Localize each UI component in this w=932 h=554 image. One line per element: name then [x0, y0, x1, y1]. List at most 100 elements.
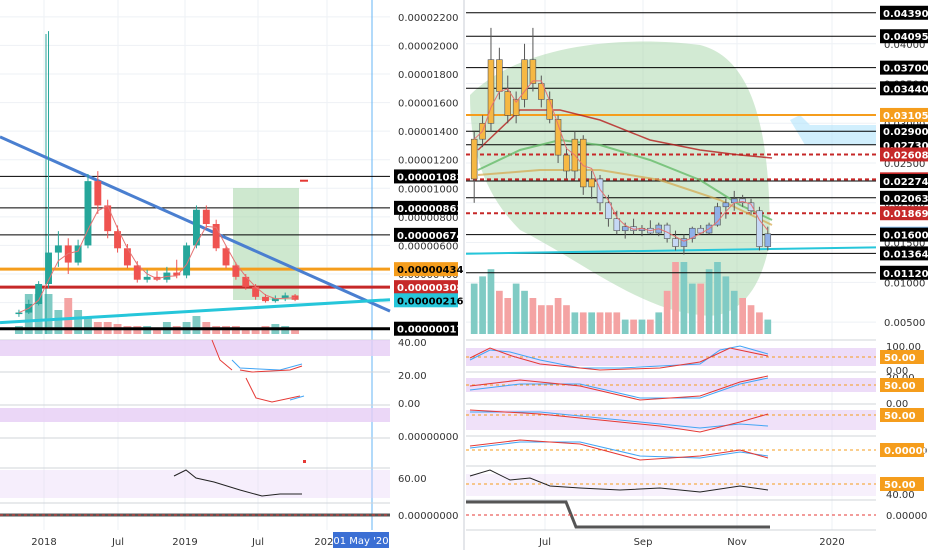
left-level-label: 0.00000017 [397, 325, 463, 336]
right-candle-body [764, 233, 772, 247]
right-level-badge [880, 265, 928, 280]
left-candle-body [242, 276, 250, 287]
axis-labels: 0.00002200 0.00002000 0.00001800 0.00001600… [31, 0, 930, 550]
right-candle-body [580, 138, 587, 188]
right-axis-label: 0.02500 [884, 159, 925, 170]
left-osc-line [211, 339, 233, 371]
left-axis-label: 0.00001000 [398, 184, 458, 195]
right-axis-label: 0.01000 [884, 278, 925, 289]
left-level-badge [394, 321, 458, 336]
left-level-label: 0.00001083 [397, 172, 463, 183]
left-candle-body [94, 181, 102, 206]
right-level-label: 0.03105 [883, 111, 929, 122]
left-pane-label: 0.00000000 [398, 432, 458, 443]
left-date-label: 01 May '20 [333, 536, 388, 547]
right-level-label: 0.01600 [883, 231, 929, 242]
right-volume-bar [504, 298, 512, 334]
right-level-label: 0.01120 [883, 269, 929, 280]
left-axis-label: 0.00001600 [398, 99, 458, 110]
left-date-badge [333, 532, 389, 548]
right-pane-label: 0.00 [886, 366, 908, 377]
right-candle-body [613, 218, 621, 231]
right-candle-body [714, 206, 721, 226]
right-volume-bar [487, 269, 495, 334]
right-level-badge [880, 206, 928, 221]
right-candle-body [512, 99, 520, 116]
right-volume-bar [672, 262, 679, 334]
right-volume-bar [655, 312, 663, 334]
right-level-label: 0.02730 [883, 141, 929, 152]
right-volume-bar [621, 319, 629, 334]
right-x-tick: Sep [634, 537, 653, 548]
right-volume-bar [680, 262, 688, 334]
right-pane-badge-label: 50.00 [884, 381, 916, 392]
right-pane-label: 40.00 [886, 490, 915, 501]
right-volume-bar [529, 298, 537, 334]
left-volume-bar [153, 328, 161, 334]
right-level-label: 0.01364 [883, 249, 929, 260]
right-volume-bar [756, 312, 763, 334]
right-candle-body [605, 202, 612, 220]
left-osc-dot [303, 460, 306, 463]
left-candle-body [222, 248, 230, 266]
left-level-label: 0.00000863 [397, 204, 463, 215]
right-osc-line [469, 409, 769, 433]
right-volume-bar [722, 276, 730, 334]
right-volume-bar [705, 269, 713, 334]
left-level-badge [394, 227, 458, 242]
left-volume-bar [34, 294, 43, 334]
left-uptrend-line [0, 298, 391, 325]
left-x-tick: 2019 [172, 537, 197, 548]
left-volume-bar [251, 328, 260, 334]
right-level-badge [880, 147, 928, 162]
right-level-label: 0.03440 [883, 84, 929, 95]
left-candle-body [84, 181, 92, 246]
left-osc-line [173, 469, 302, 497]
left-osc-line [231, 359, 303, 371]
right-volume-bar [647, 319, 654, 334]
right-candle-body [596, 178, 604, 204]
left-volume-bar [74, 310, 83, 334]
right-osc-line [469, 377, 769, 399]
left-candle-body [232, 265, 240, 277]
right-osc-line [469, 345, 769, 369]
left-candle-body [133, 265, 141, 280]
right-osc-line [469, 441, 769, 459]
left-axis-label: 0.00001400 [398, 127, 458, 138]
left-volume-bar [192, 316, 201, 334]
left-level-label: 0.00000434 [397, 265, 463, 276]
right-level-label: 0.02608 [883, 150, 929, 161]
right-candle-body [521, 59, 528, 100]
right-candle-body [672, 238, 679, 247]
right-level-label: 0.02274 [883, 177, 929, 188]
left-volume-bar [54, 310, 63, 334]
left-x-tick: 2018 [31, 537, 56, 548]
right-candle-body [538, 83, 545, 100]
right-ma-red [477, 109, 773, 159]
left-candle-body [202, 209, 210, 224]
right-candle-body [756, 210, 763, 247]
right-volume-bar [605, 312, 612, 334]
left-pane-label: 20.00 [398, 371, 427, 382]
right-level-label: 0.04390 [883, 9, 929, 20]
right-volume-bar [563, 305, 570, 334]
right-osc-line [470, 411, 769, 429]
right-level-badge [880, 190, 928, 205]
left-candle-body [262, 296, 269, 302]
left-level-badge [394, 280, 458, 295]
right-level-badge [880, 174, 928, 189]
right-candle-body [747, 202, 755, 212]
right-candle-body [529, 59, 537, 84]
right-candle-body [563, 154, 570, 172]
left-volume-bar [84, 318, 92, 334]
left-candle-body [35, 284, 43, 304]
left-level-badge [394, 262, 458, 277]
right-level-label: 0.01869 [883, 209, 929, 220]
right-pane-label: 0.00 [886, 399, 908, 410]
left-candle-body [45, 252, 52, 284]
right-pane-badge-label: 0.00000 [884, 446, 930, 457]
right-level-badge [880, 29, 928, 44]
right-pane-badge [880, 408, 924, 422]
right-volume-bar [588, 312, 595, 334]
